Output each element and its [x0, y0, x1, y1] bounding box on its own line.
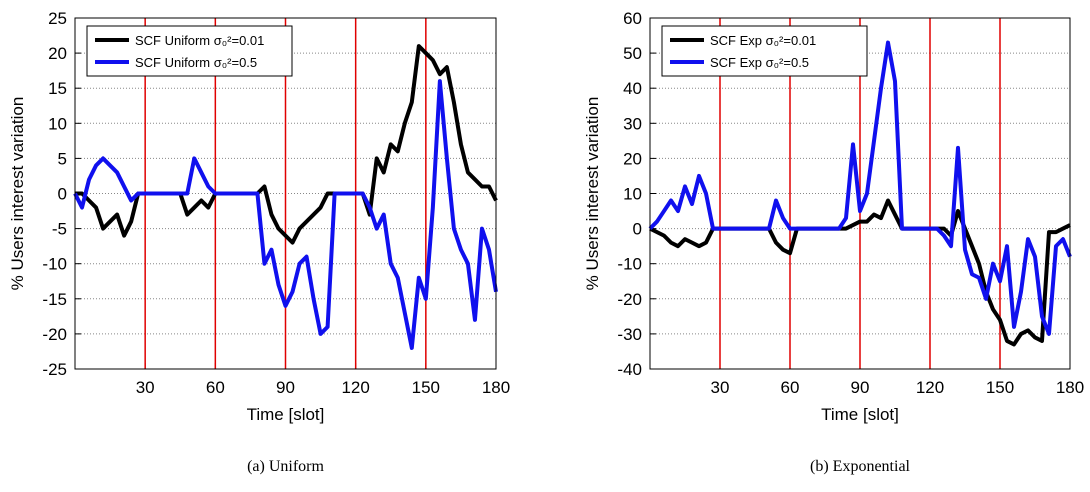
x-tick-label: 150: [986, 378, 1014, 397]
data-line: [73, 79, 498, 350]
x-tick-label: 180: [1056, 378, 1084, 397]
y-tick-label: -5: [52, 220, 67, 239]
legend-box: [661, 25, 868, 77]
y-tick-label: 50: [623, 44, 642, 63]
y-tick-label: 60: [623, 9, 642, 28]
y-tick-label: -10: [617, 255, 642, 274]
y-tick-label: 0: [633, 220, 642, 239]
y-tick-label: -25: [42, 360, 67, 379]
plot: -25 -20 -15 -10 -5 0 5 10 15 20 25 30 60 90 120 150 180 S…: [8, 9, 510, 475]
x-tick-label: 90: [851, 378, 870, 397]
y-tick-label: 30: [623, 114, 642, 133]
legend-box: [86, 25, 293, 77]
y-tick-label: -30: [617, 325, 642, 344]
plot-frame: [649, 17, 1071, 370]
x-tick-label: 60: [206, 378, 225, 397]
caption: (a) Uniform: [247, 458, 324, 475]
y-tick-label: 25: [48, 9, 67, 28]
plot-frame: [74, 17, 497, 370]
x-axis-label: Time [slot]: [247, 405, 325, 424]
x-tick-label: 180: [482, 378, 510, 397]
y-tick-label: -10: [42, 255, 67, 274]
x-axis-label: Time [slot]: [821, 405, 899, 424]
y-tick-label: 40: [623, 79, 642, 98]
y-axis-label: % Users interest variation: [8, 97, 27, 291]
legend-label: SCF Exp σ₀²=0.5: [710, 55, 809, 70]
x-tick-label: 120: [916, 378, 944, 397]
y-tick-label: -20: [42, 325, 67, 344]
y-tick-label: 20: [623, 149, 642, 168]
y-tick-label: -15: [42, 290, 67, 309]
caption: (b) Exponential: [810, 458, 911, 475]
legend-label: SCF Uniform σ₀²=0.5: [135, 55, 257, 70]
legend-label: SCF Uniform σ₀²=0.01: [135, 33, 264, 48]
y-tick-label: 20: [48, 44, 67, 63]
x-tick-label: 30: [136, 378, 155, 397]
y-tick-label: 10: [48, 114, 67, 133]
y-tick-label: 0: [58, 185, 67, 204]
x-tick-label: 120: [341, 378, 369, 397]
x-tick-label: 60: [781, 378, 800, 397]
x-tick-label: 30: [711, 378, 730, 397]
x-tick-label: 90: [276, 378, 295, 397]
y-tick-label: 5: [58, 149, 67, 168]
y-axis-label: % Users interest variation: [583, 97, 602, 291]
y-tick-label: -40: [617, 360, 642, 379]
legend-label: SCF Exp σ₀²=0.01: [710, 33, 816, 48]
y-tick-label: 10: [623, 185, 642, 204]
y-tick-label: 15: [48, 79, 67, 98]
data-line: [648, 40, 1072, 336]
y-tick-label: -20: [617, 290, 642, 309]
x-tick-label: 150: [412, 378, 440, 397]
plot: -40 -30 -20 -10 0 10 20 30 40 50 60 30 60 90 120 150 180…: [583, 9, 1084, 475]
